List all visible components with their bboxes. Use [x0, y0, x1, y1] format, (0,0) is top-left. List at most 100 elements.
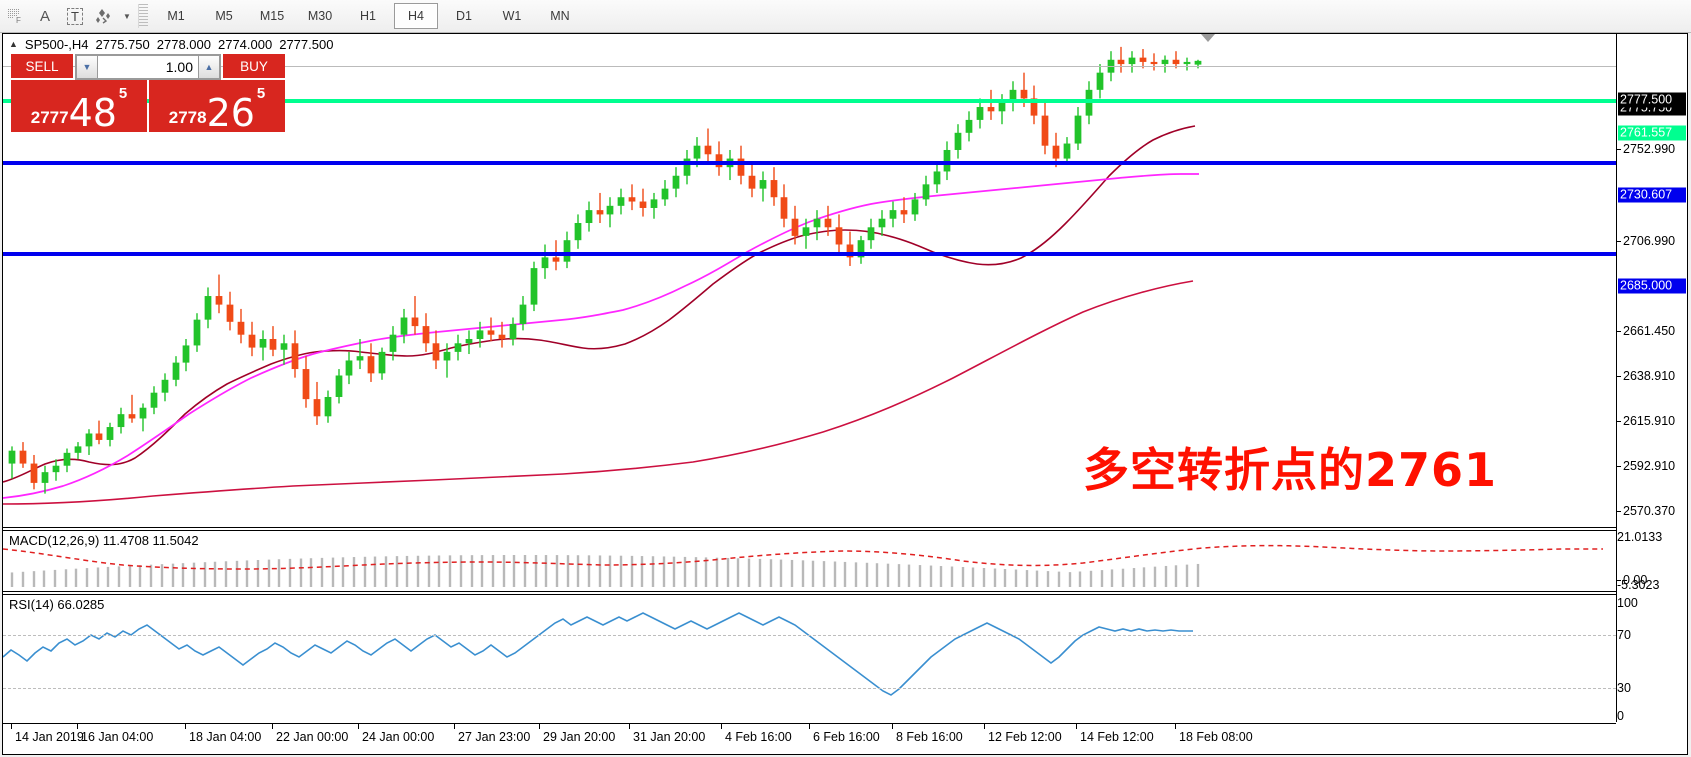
timeframe-m30[interactable]: M30: [307, 9, 333, 23]
time-tick: [77, 724, 78, 729]
chart-annotation: 多空转折点的2761: [1083, 443, 1498, 497]
text-a-icon[interactable]: A: [39, 7, 50, 25]
timeframe-m15[interactable]: M15: [259, 9, 285, 23]
candle-body: [563, 240, 571, 262]
one-click-trading-panel[interactable]: SELL ▼ 1.00 ▲ BUY 2777 48 5 2778 26 5: [11, 54, 285, 132]
candle-body: [683, 158, 691, 176]
candle-body: [922, 184, 930, 200]
sell-price-box[interactable]: 2777 48 5: [11, 80, 147, 132]
rsi-scale-label: 0: [1617, 709, 1624, 723]
candle-body: [791, 218, 799, 236]
time-axis[interactable]: 14 Jan 2019 16 Jan 04:00 18 Jan 04:00 22 Ja…: [3, 723, 1616, 753]
buy-button[interactable]: BUY: [223, 54, 285, 80]
timeframe-w1[interactable]: W1: [502, 9, 522, 23]
candle-body: [454, 343, 462, 352]
macd-label: MACD(12,26,9) 11.4708 11.5042: [9, 533, 199, 548]
candle-body: [1139, 57, 1147, 62]
price-tick: 2661.450: [1617, 324, 1688, 338]
volume-input[interactable]: 1.00: [98, 55, 198, 79]
candle-body: [661, 188, 669, 200]
candle-body: [41, 472, 49, 483]
rsi-scale-label: 70: [1617, 628, 1631, 642]
volume-decrease-button[interactable]: ▼: [76, 55, 98, 79]
candle-body: [30, 463, 38, 483]
price-tick-label: 2661.450: [1623, 324, 1676, 338]
quote-close: 2777.500: [279, 36, 334, 52]
rsi-scale-tick: 100: [1617, 596, 1688, 610]
toolbar-separator: [138, 4, 148, 28]
candle-body: [74, 446, 82, 453]
candle-body: [1096, 72, 1104, 90]
candle-body: [878, 218, 886, 228]
candle-body: [1030, 98, 1038, 116]
scroll-position-marker-icon: [1201, 34, 1215, 42]
time-tick: [454, 724, 455, 729]
timeframe-mn[interactable]: MN: [550, 9, 570, 23]
macd-signal-line: [3, 544, 1603, 570]
macd-scale-label: -5.3023: [1617, 578, 1660, 592]
volume-increase-button[interactable]: ▲: [198, 55, 220, 79]
time-tick: [272, 724, 273, 729]
candle-body: [954, 132, 962, 150]
price-tick-label: 2592.910: [1623, 459, 1676, 473]
candle-body: [824, 218, 832, 228]
candle-body: [248, 334, 256, 348]
buy-price-box[interactable]: 2778 26 5: [149, 80, 285, 132]
candle-body: [1063, 143, 1071, 159]
time-tick: [721, 724, 722, 729]
candle-body: [639, 201, 647, 208]
toolbar: F A T ▼ M1 M5 M15 M30 H1 H4 D1 W1 MN: [0, 0, 1691, 33]
candle-body: [672, 175, 680, 189]
objects-icon[interactable]: [90, 2, 120, 30]
ma-fast-line: [3, 125, 1196, 483]
candle-body: [345, 360, 353, 376]
macd-pane[interactable]: MACD(12,26,9) 11.4708 11.5042: [3, 530, 1616, 592]
svg-text:F: F: [16, 16, 21, 25]
candle-body: [911, 199, 919, 215]
candle-body: [476, 330, 484, 339]
sell-button[interactable]: SELL: [11, 54, 73, 80]
price-pane[interactable]: 多空转折点的2761: [3, 34, 1616, 528]
candle-body: [606, 205, 614, 215]
volume-stepper[interactable]: ▼ 1.00 ▲: [75, 54, 221, 80]
candle-body: [226, 304, 234, 322]
candle-body: [813, 218, 821, 228]
candle-body: [987, 107, 995, 112]
text-box-t-icon[interactable]: T: [60, 2, 90, 30]
time-axis-label: 31 Jan 20:00: [633, 730, 706, 744]
rsi-pane[interactable]: RSI(14) 66.0285: [3, 594, 1616, 722]
chart-plot-area[interactable]: 多空转折点的2761 MACD(12,26,9) 11.4708 11.5042…: [3, 34, 1616, 722]
candle-body: [1020, 89, 1028, 99]
time-axis-label: 14 Feb 12:00: [1080, 730, 1154, 744]
candle-body: [541, 257, 549, 269]
crosshair-f-icon[interactable]: F: [0, 2, 30, 30]
time-axis-label: 8 Feb 16:00: [896, 730, 963, 744]
candle-body: [367, 356, 375, 374]
timeframe-m1[interactable]: M1: [167, 9, 185, 23]
candle-body: [596, 210, 604, 215]
price-axis[interactable]: 2752.990 2706.990 2661.450 2638.910 2615…: [1616, 34, 1688, 723]
candle-body: [269, 338, 277, 350]
time-tick: [185, 724, 186, 729]
candle-body: [693, 145, 701, 159]
objects-glyph: [96, 9, 110, 24]
macd-histogram: [10, 554, 1200, 587]
candle-body: [835, 227, 843, 245]
candle-body: [324, 396, 332, 417]
time-tick: [1076, 724, 1077, 729]
timeframe-d1[interactable]: D1: [456, 9, 472, 23]
candle-body: [1009, 89, 1017, 103]
timeframe-h4[interactable]: H4: [394, 3, 438, 29]
price-tick: 2592.910: [1617, 459, 1688, 473]
collapse-triangle-icon[interactable]: ▲: [9, 39, 18, 49]
buy-price-big: 26: [206, 91, 255, 136]
time-tick: [11, 724, 12, 729]
timeframe-m5[interactable]: M5: [215, 9, 233, 23]
quote-header: ▲ SP500-,H4 2775.750 2778.000 2774.000 2…: [3, 34, 333, 54]
candle-body: [95, 433, 103, 440]
timeframe-h1[interactable]: H1: [360, 9, 376, 23]
objects-dropdown-icon[interactable]: ▼: [123, 11, 131, 21]
candle-body: [411, 317, 419, 327]
ma-long-line: [3, 280, 1194, 505]
